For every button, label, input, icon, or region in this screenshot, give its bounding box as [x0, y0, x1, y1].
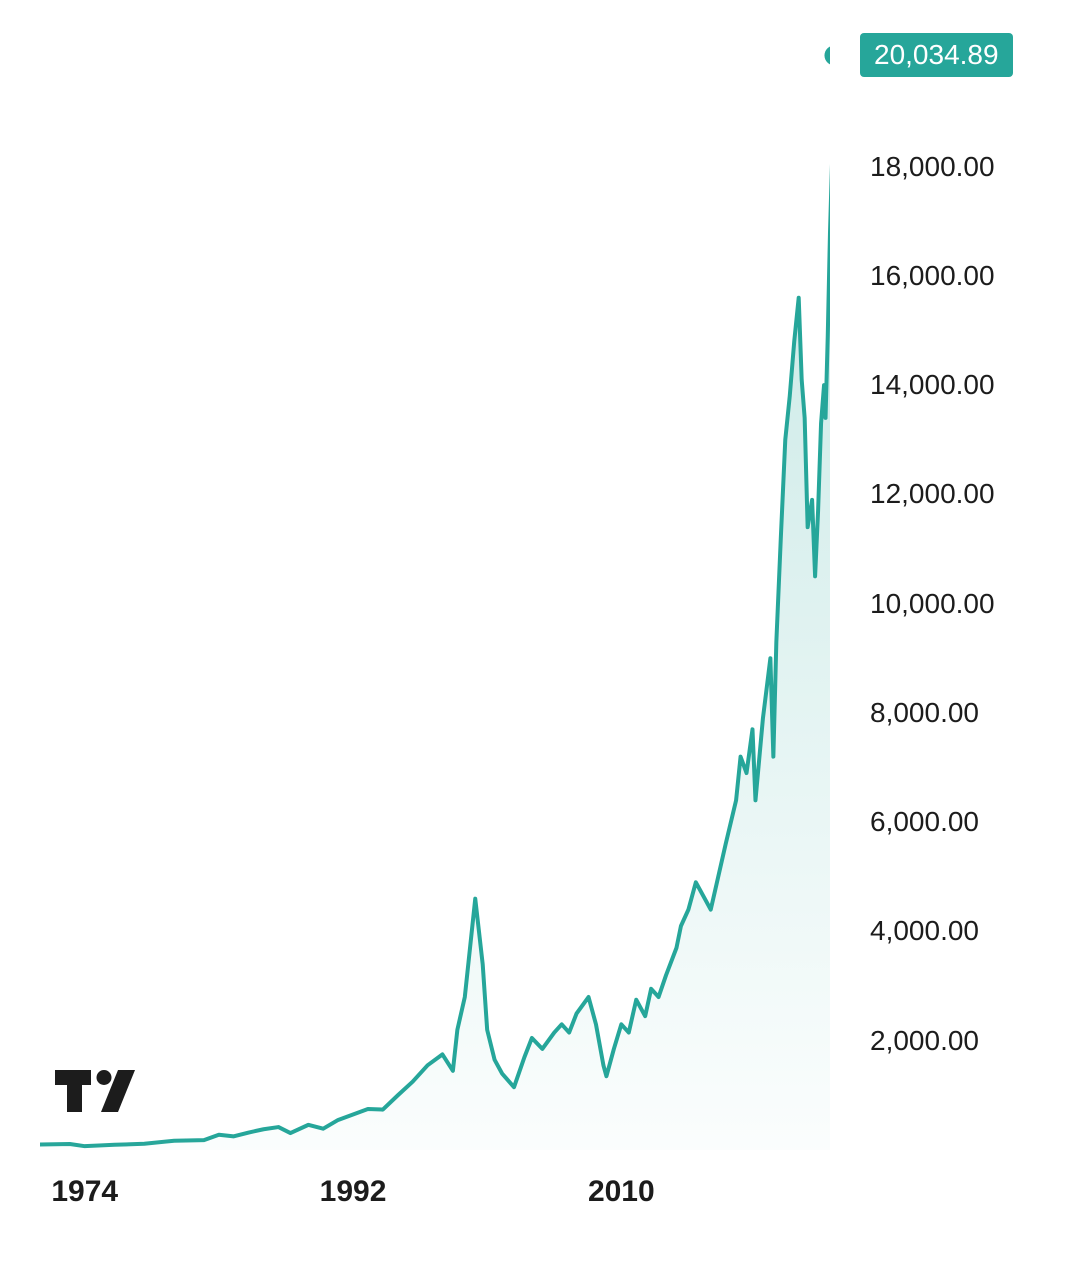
y-tick-label: 18,000.00	[870, 151, 995, 183]
y-tick-label: 4,000.00	[870, 915, 979, 947]
logo-svg	[55, 1070, 135, 1112]
y-axis: 2,000.00 4,000.00 6,000.00 8,000.00 10,000.0…	[850, 30, 1080, 1150]
x-tick-label: 2010	[588, 1175, 655, 1209]
tradingview-logo	[55, 1070, 135, 1112]
line-chart-svg	[40, 30, 830, 1150]
y-tick-label: 12,000.00	[870, 478, 995, 510]
x-axis: 1974 1992 2010	[40, 1175, 830, 1235]
area-fill	[40, 55, 830, 1150]
chart-container: 2,000.00 4,000.00 6,000.00 8,000.00 10,000.0…	[0, 0, 1080, 1264]
current-value-badge: 20,034.89	[860, 33, 1013, 77]
y-tick-label: 10,000.00	[870, 588, 995, 620]
end-point-dot	[824, 45, 830, 65]
x-tick-label: 1992	[320, 1175, 387, 1209]
y-tick-label: 8,000.00	[870, 697, 979, 729]
y-tick-label: 2,000.00	[870, 1025, 979, 1057]
x-tick-label: 1974	[51, 1175, 118, 1209]
plot-area[interactable]	[40, 30, 830, 1150]
y-tick-label: 14,000.00	[870, 369, 995, 401]
y-tick-label: 6,000.00	[870, 806, 979, 838]
y-tick-label: 16,000.00	[870, 260, 995, 292]
